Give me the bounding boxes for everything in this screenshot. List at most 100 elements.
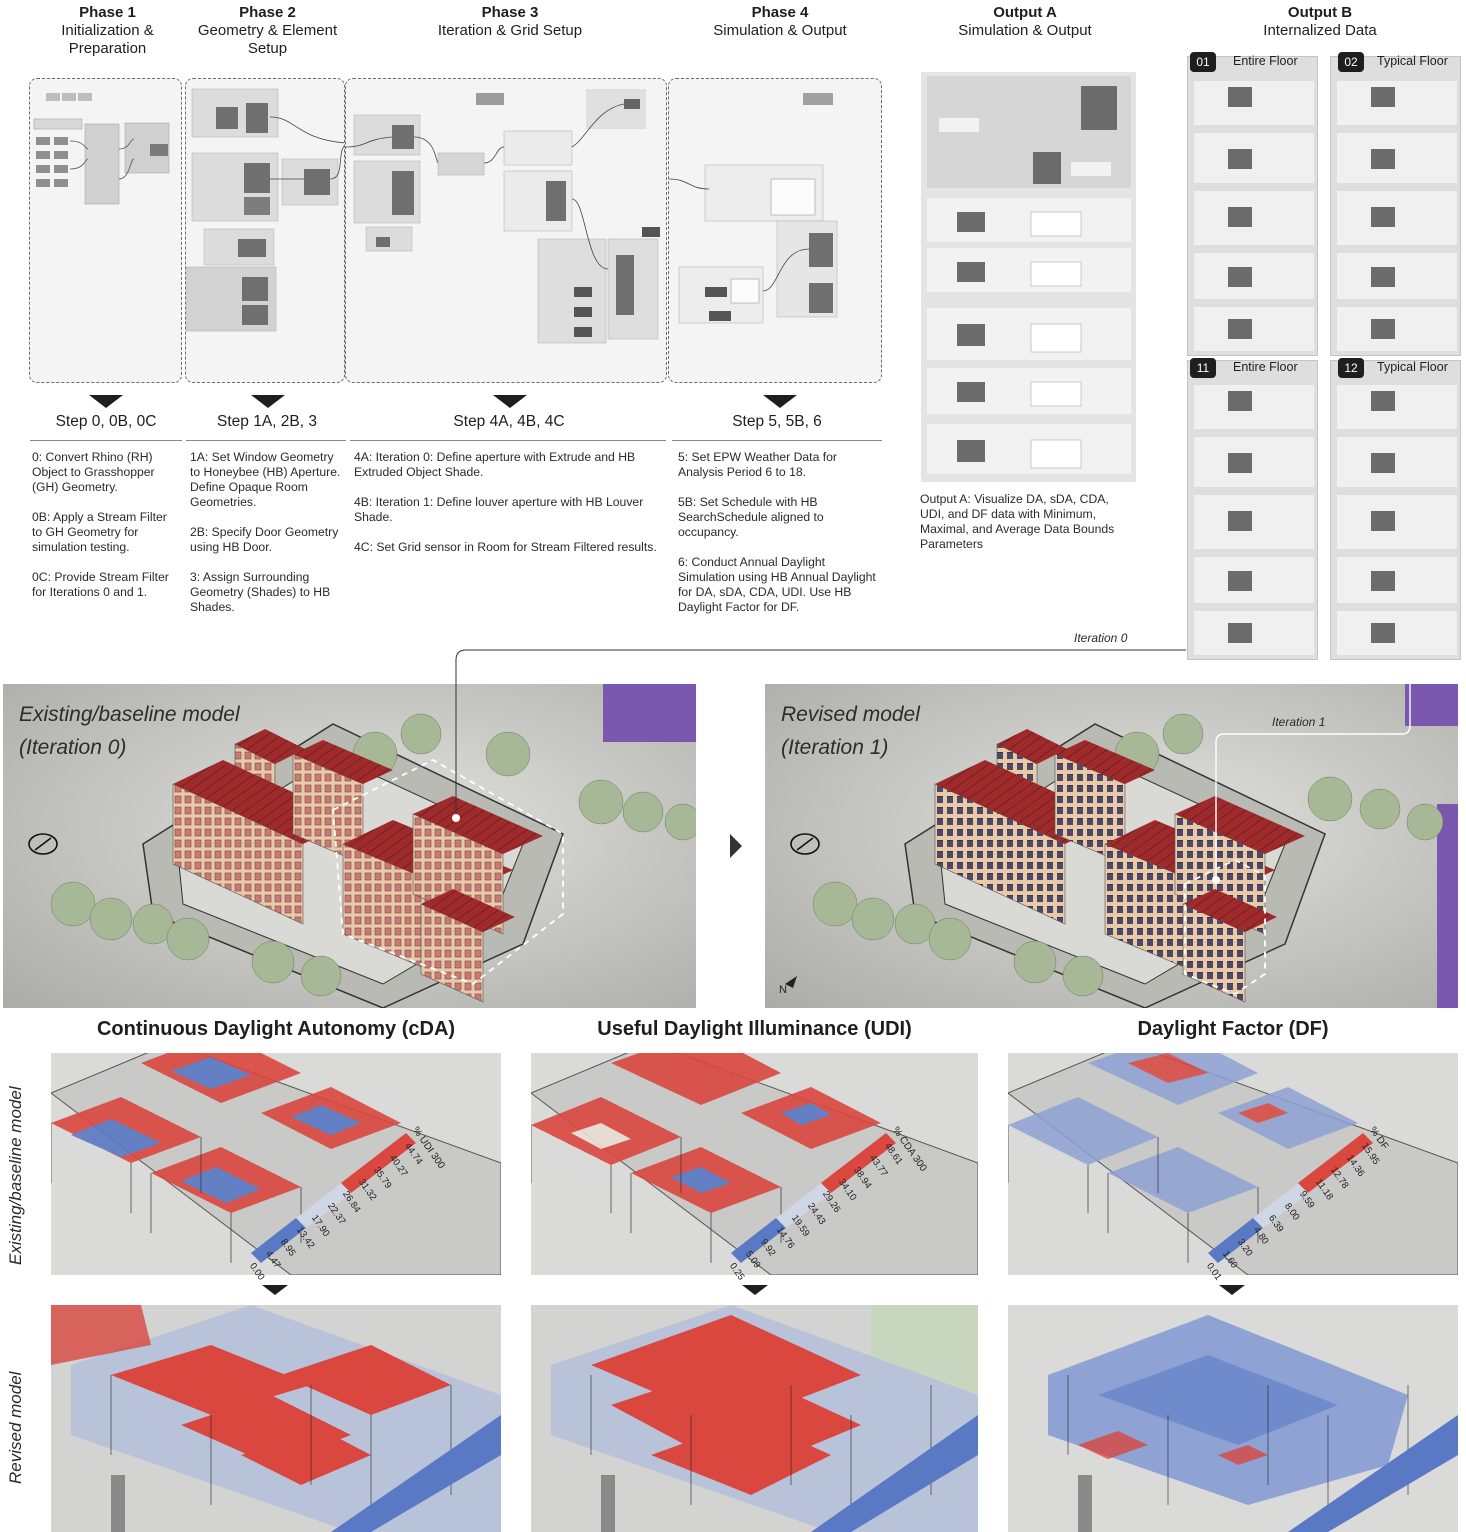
step-item: 0C: Provide Stream Filter for Iterations… — [32, 570, 169, 599]
output-b-graph-12 — [1337, 385, 1457, 655]
cda-baseline-plot — [51, 1053, 501, 1275]
phase4-subtitle: Simulation & Output — [713, 22, 847, 39]
revised-caption: Revised model (Iteration 1) — [781, 703, 920, 759]
cda-legend-bar — [251, 1133, 416, 1263]
output-a-panel — [921, 72, 1136, 482]
output-b-panel-12 — [1330, 360, 1461, 660]
north-arrow-icon — [785, 976, 797, 988]
output-b-label-02: Typical Floor — [1377, 54, 1448, 68]
output-a-header: Output A Simulation & Output — [935, 4, 1115, 40]
df-legend-bar — [1208, 1133, 1373, 1263]
df-down-arrow — [1219, 1285, 1245, 1295]
output-b-badge-12: 12 — [1338, 358, 1364, 378]
step-label-4: Step 5, 5B, 6 — [732, 413, 822, 430]
phase3-subtitle: Iteration & Grid Setup — [437, 22, 583, 39]
df-baseline-plot — [1008, 1053, 1458, 1275]
output-b-title: Output B — [1287, 4, 1353, 21]
phase4-header: Phase 4 Simulation & Output — [690, 4, 870, 40]
iteration-0-tag: Iteration 0 — [1074, 631, 1128, 645]
baseline-compass — [28, 833, 58, 855]
step-item: 4C: Set Grid sensor in Room for Stream F… — [354, 540, 657, 554]
udi-revised-plot — [531, 1305, 978, 1532]
step-item: 6: Conduct Annual Daylight Simulation us… — [678, 555, 876, 614]
df-revised-plot — [1008, 1305, 1458, 1532]
metric-title-cda: Continuous Daylight Autonomy (cDA) — [96, 1018, 456, 1040]
step-description-2: 1A: Set Window Geometry to Honeybee (HB)… — [190, 450, 346, 630]
right-arrow-icon — [730, 834, 742, 858]
step-divider-4 — [672, 440, 882, 441]
cda-revised-plot — [51, 1305, 501, 1532]
gh-phase3-graph — [346, 89, 660, 344]
output-b-label-01: Entire Floor — [1233, 54, 1298, 68]
gh-phase3-box — [345, 78, 667, 383]
step-item: 0: Convert Rhino (RH) Object to Grasshop… — [32, 450, 155, 494]
revised-compass — [790, 833, 820, 855]
output-b-graph-01 — [1194, 81, 1314, 351]
step-label-3: Step 4A, 4B, 4C — [453, 413, 565, 430]
step-item: 4B: Iteration 1: Define louver aperture … — [354, 495, 644, 524]
output-b-panel-11 — [1187, 360, 1318, 660]
metric-title-df: Daylight Factor (DF) — [1137, 1018, 1329, 1040]
phase3-down-arrow — [493, 395, 527, 408]
step-description-3: 4A: Iteration 0: Define aperture with Ex… — [354, 450, 660, 570]
row-label-baseline: Existing/baseline model — [6, 1086, 25, 1265]
output-b-panel-01 — [1187, 56, 1318, 356]
iteration-1-tag: Iteration 1 — [1272, 715, 1326, 729]
output-b-badge-01: 01 — [1190, 52, 1216, 72]
udi-baseline-plot — [531, 1053, 978, 1275]
udi-legend-bar — [731, 1133, 896, 1263]
cda-baseline-map — [51, 1053, 501, 1275]
cda-down-arrow — [262, 1285, 288, 1295]
step-divider-2 — [186, 440, 346, 441]
output-a-description: Output A: Visualize DA, sDA, CDA, UDI, a… — [920, 492, 1115, 551]
step-item: 4A: Iteration 0: Define aperture with Ex… — [354, 450, 636, 479]
step-label-1: Step 0, 0B, 0C — [55, 413, 157, 430]
phase3-header: Phase 3 Iteration & Grid Setup — [410, 4, 610, 40]
phase1-title: Phase 1 — [79, 4, 136, 21]
step-item: 0B: Apply a Stream Filter to GH Geometry… — [32, 510, 167, 554]
phase2-title: Phase 2 — [239, 4, 296, 21]
gh-phase4-box — [668, 78, 882, 383]
output-b-header: Output B Internalized Data — [1230, 4, 1410, 40]
revised-render: Revised model (Iteration 1) N — [765, 684, 1458, 1008]
udi-baseline-map — [531, 1053, 978, 1275]
phase2-header: Phase 2 Geometry & Element Setup — [185, 4, 350, 58]
gh-phase1-box — [29, 78, 182, 383]
step-description-4: 5: Set EPW Weather Data for Analysis Per… — [678, 450, 884, 630]
baseline-buildings — [172, 729, 543, 1003]
step-divider-1 — [30, 440, 182, 441]
phase4-title: Phase 4 — [751, 4, 809, 21]
output-b-label-12: Typical Floor — [1377, 360, 1448, 374]
baseline-render: Existing/baseline model (Iteration 0) — [3, 684, 696, 1008]
phase4-down-arrow — [763, 395, 797, 408]
output-b-badge-02: 02 — [1338, 52, 1364, 72]
phase1-down-arrow — [89, 395, 123, 408]
output-b-subtitle: Internalized Data — [1263, 22, 1377, 39]
phase1-header: Phase 1 Initialization & Preparation — [40, 4, 175, 58]
gh-phase2-box — [185, 78, 345, 383]
gh-phase2-graph — [186, 88, 344, 332]
step-item: 1A: Set Window Geometry to Honeybee (HB)… — [190, 450, 341, 509]
step-item: 5B: Set Schedule with HB SearchSchedule … — [678, 495, 824, 539]
output-a-graph — [927, 76, 1131, 474]
output-b-graph-11 — [1194, 385, 1314, 655]
udi-revised-map — [531, 1305, 978, 1532]
output-b-graph-02 — [1337, 81, 1457, 351]
phase2-down-arrow — [251, 395, 285, 408]
df-revised-map — [1008, 1305, 1458, 1532]
df-baseline-map — [1008, 1053, 1458, 1275]
step-item: 3: Assign Surrounding Geometry (Shades) … — [190, 570, 331, 614]
baseline-caption: Existing/baseline model (Iteration 0) — [19, 703, 240, 759]
output-a-title: Output A — [993, 4, 1057, 21]
step-item: 2B: Specify Door Geometry using HB Door. — [190, 525, 339, 554]
north-label: N — [779, 984, 787, 996]
row-label-revised: Revised model — [6, 1371, 25, 1484]
cda-revised-map — [51, 1305, 501, 1532]
step-item: 5: Set EPW Weather Data for Analysis Per… — [678, 450, 837, 479]
phase3-title: Phase 3 — [481, 4, 539, 21]
metric-title-udi: Useful Daylight Illuminance (UDI) — [597, 1018, 912, 1040]
gh-phase4-graph — [669, 93, 838, 324]
phase2-subtitle: Geometry & Element Setup — [197, 22, 338, 57]
step-label-2: Step 1A, 2B, 3 — [217, 413, 317, 430]
output-b-badge-11: 11 — [1190, 358, 1216, 378]
